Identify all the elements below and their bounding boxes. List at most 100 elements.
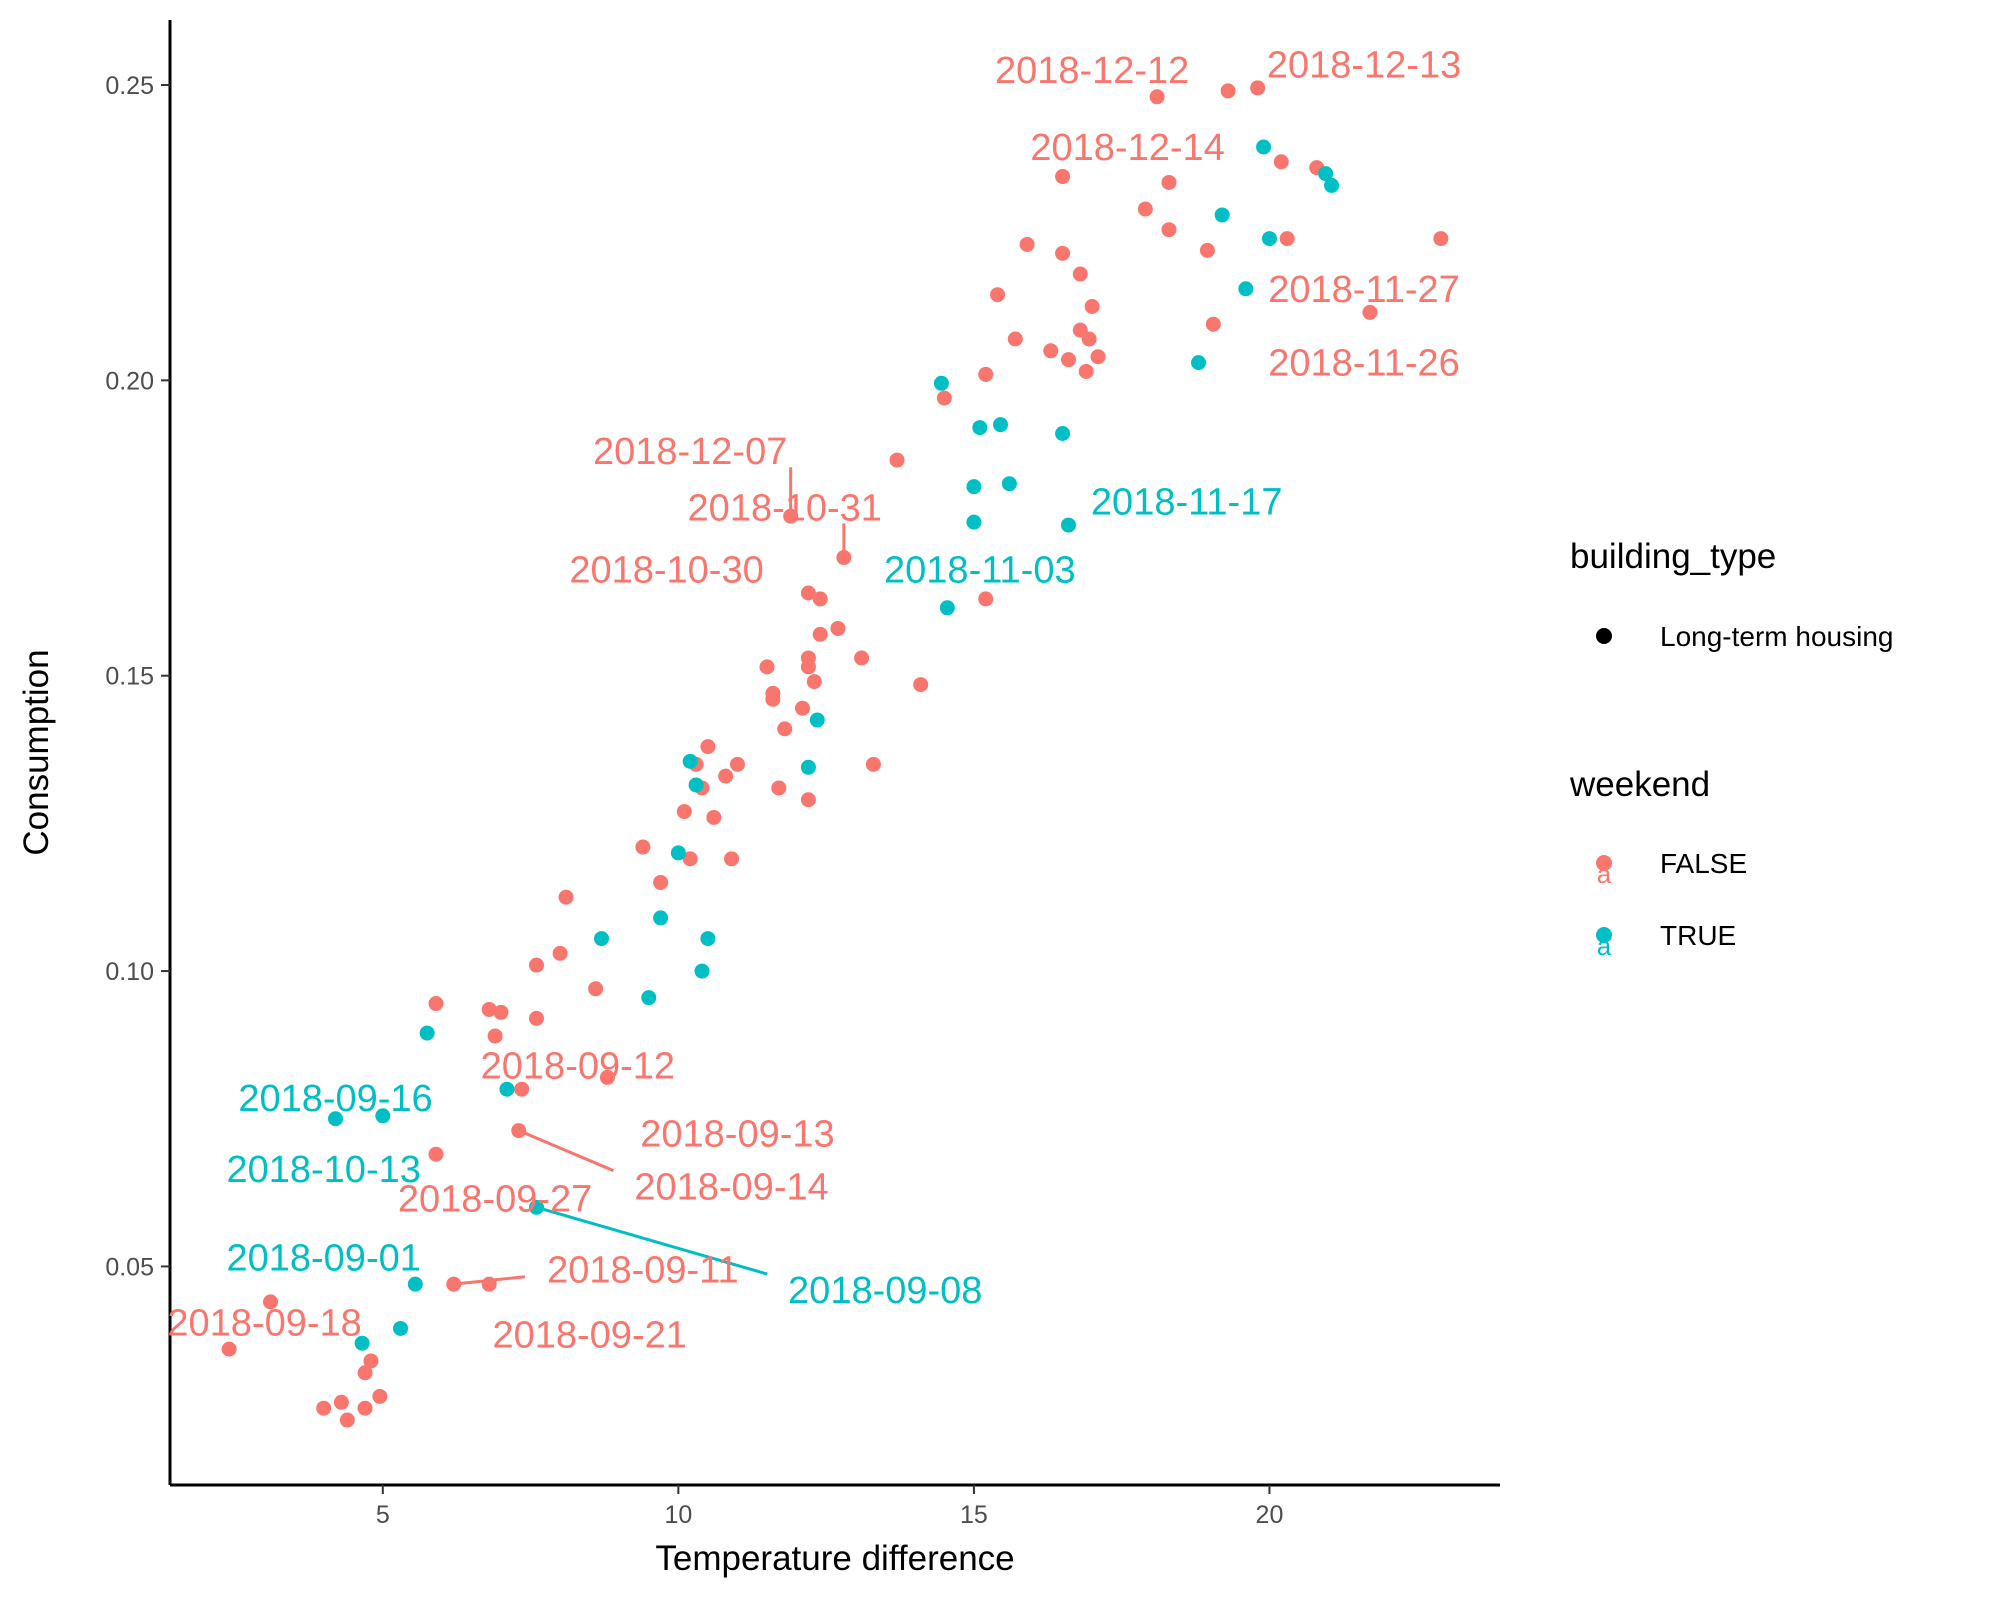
- data-point-false: [676, 804, 692, 820]
- data-point-false: [653, 874, 669, 890]
- annotation-leader-line: [536, 1205, 768, 1276]
- data-point-true: [1324, 177, 1340, 193]
- data-point-false: [1007, 331, 1023, 347]
- y-tick-label: 0.05: [105, 1253, 154, 1281]
- data-point-false: [1433, 231, 1449, 247]
- data-point-true: [1191, 355, 1207, 371]
- y-tick-label: 0.15: [105, 663, 154, 691]
- data-point-true: [1001, 476, 1017, 492]
- point-annotation-label: 2018-09-27: [398, 1178, 592, 1220]
- data-point-false: [1220, 83, 1236, 99]
- data-point-true: [939, 600, 955, 616]
- data-point-false: [552, 945, 568, 961]
- annotation-leader-line: [518, 1129, 615, 1173]
- data-point-false: [428, 996, 444, 1012]
- data-point-false: [800, 659, 816, 675]
- data-point-false: [1043, 343, 1059, 359]
- data-point-false: [990, 287, 1006, 303]
- point-annotation-label: 2018-11-26: [1268, 343, 1460, 385]
- point-annotation-label: 2018-11-17: [1091, 481, 1283, 523]
- legend-label-long-term-housing: Long-term housing: [1660, 621, 1893, 652]
- point-annotation-label: 2018-12-13: [1267, 44, 1461, 86]
- data-point-false: [771, 780, 787, 796]
- point-annotation-label: 2018-09-12: [481, 1046, 675, 1088]
- data-point-false: [700, 739, 716, 755]
- data-point-false: [913, 677, 929, 693]
- point-annotation-label: 2018-09-18: [167, 1303, 361, 1345]
- data-point-false: [1019, 236, 1035, 252]
- data-point-true: [354, 1335, 370, 1351]
- point-annotation-label: 2018-10-31: [688, 487, 882, 529]
- data-point-false: [333, 1394, 349, 1410]
- data-point-true: [993, 417, 1009, 433]
- point-annotation-label: 2018-11-03: [884, 549, 1076, 591]
- data-point-false: [493, 1004, 509, 1020]
- data-point-false: [372, 1388, 388, 1404]
- data-point-false: [316, 1400, 332, 1416]
- data-point-false: [836, 550, 852, 566]
- legend-label-true: TRUE: [1660, 920, 1736, 951]
- y-tick-label: 0.20: [105, 367, 154, 395]
- data-point-true: [688, 777, 704, 793]
- data-point-true: [694, 963, 710, 979]
- x-tick-label: 10: [664, 1501, 692, 1529]
- legend-title-weekend: weekend: [1569, 765, 1710, 804]
- data-point-false: [765, 691, 781, 707]
- data-point-false: [221, 1341, 237, 1357]
- axes: 5 10 15 20 0.05 0.10 0.15 0.20 0.25: [105, 20, 1500, 1529]
- data-point-false: [558, 889, 574, 905]
- data-point-true: [966, 514, 982, 530]
- x-tick-label: 20: [1256, 1501, 1284, 1529]
- data-point-false: [262, 1294, 278, 1310]
- data-point-true: [1238, 281, 1254, 297]
- data-point-true: [1060, 517, 1076, 533]
- data-point-false: [1250, 80, 1266, 96]
- point-annotation-label: 2018-12-14: [1030, 127, 1224, 169]
- point-annotation-label: 2018-09-16: [238, 1078, 432, 1120]
- legend-key-true: [1596, 927, 1612, 943]
- data-point-false: [487, 1028, 503, 1044]
- data-point-true: [594, 931, 610, 947]
- data-point-true: [419, 1025, 435, 1041]
- data-point-false: [812, 591, 828, 607]
- data-point-false: [706, 809, 722, 825]
- data-point-false: [481, 1001, 497, 1017]
- y-axis-title: Consumption: [17, 649, 56, 855]
- x-axis-ticks: 5 10 15 20: [376, 1485, 1284, 1529]
- data-point-false: [1055, 169, 1071, 185]
- data-point-false: [1081, 331, 1097, 347]
- legend-label-false: FALSE: [1660, 848, 1747, 879]
- point-annotation-label: 2018-10-13: [226, 1149, 420, 1191]
- data-point-false: [729, 756, 745, 772]
- data-point-true: [641, 990, 657, 1006]
- point-annotation-label: 2018-12-12: [995, 50, 1189, 92]
- data-points: [221, 80, 1449, 1428]
- data-point-false: [428, 1146, 444, 1162]
- data-point-false: [978, 366, 994, 382]
- point-annotation-label: 2018-09-13: [640, 1114, 834, 1156]
- data-point-true: [800, 759, 816, 775]
- data-point-false: [599, 1069, 615, 1085]
- legend-key-false-glyph: a: [1597, 859, 1612, 889]
- data-point-false: [528, 1010, 544, 1026]
- data-point-true: [972, 420, 988, 436]
- data-point-false: [363, 1353, 379, 1369]
- data-point-false: [357, 1365, 373, 1381]
- data-point-false: [339, 1412, 355, 1428]
- data-point-false: [514, 1081, 530, 1097]
- data-point-true: [1261, 231, 1277, 247]
- data-point-true: [966, 479, 982, 495]
- point-annotation-label: 2018-10-30: [569, 549, 763, 591]
- data-point-false: [635, 839, 651, 855]
- data-point-false: [978, 591, 994, 607]
- point-annotation-label: 2018-12-07: [593, 431, 787, 473]
- data-point-false: [588, 981, 604, 997]
- point-annotation-label: 2018-09-01: [226, 1238, 420, 1280]
- data-point-false: [1199, 242, 1215, 258]
- data-point-false: [1090, 349, 1106, 365]
- data-point-false: [1137, 201, 1153, 217]
- legend-key-false: [1596, 855, 1612, 871]
- data-point-false: [1060, 352, 1076, 368]
- point-annotation-label: 2018-11-27: [1268, 269, 1460, 311]
- data-point-true: [528, 1199, 544, 1215]
